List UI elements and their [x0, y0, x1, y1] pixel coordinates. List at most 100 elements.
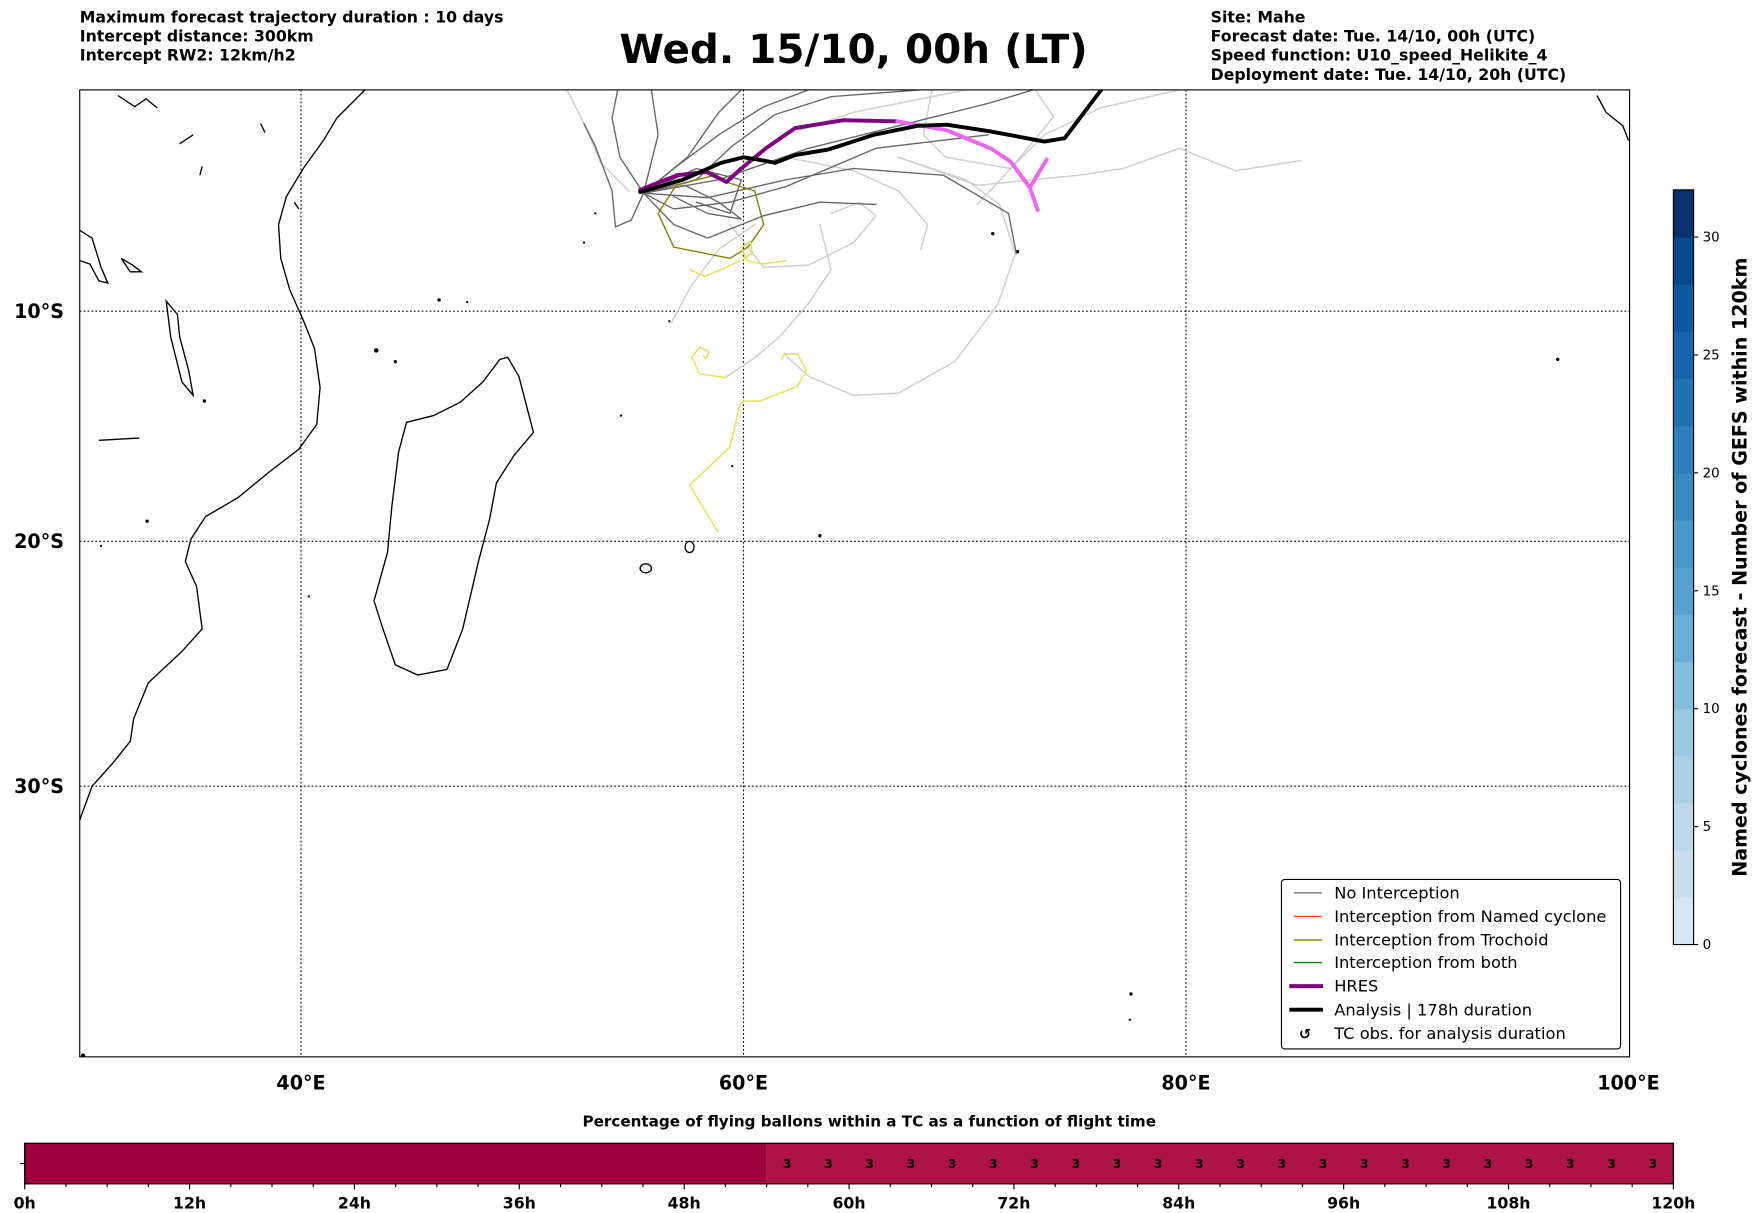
colorbar-tick-label: 5	[1703, 819, 1712, 835]
trajectories-light	[566, 89, 1302, 397]
svg-text:Interception from both: Interception from both	[1334, 953, 1517, 972]
flight-bar-cell	[1426, 1143, 1468, 1184]
flight-bar-cell-value: 3	[865, 1157, 874, 1171]
flight-bar-cell-value: 3	[1525, 1157, 1534, 1171]
colorbar-tick-label: 30	[1703, 230, 1720, 246]
legend-item-hres: HRES	[1289, 977, 1378, 996]
flight-bar-cell	[766, 1143, 809, 1184]
flight-bar-cell-value: 3	[948, 1157, 957, 1171]
flight-bar-empty-segment	[24, 1143, 767, 1184]
colorbar-band	[1673, 284, 1694, 332]
flight-bar-tick-label: 72h	[997, 1193, 1030, 1212]
flight-bar-tick-label: 120h	[1651, 1193, 1695, 1212]
map: 40°E 60°E 80°E 100°E 10°S 20°S 30°S No I…	[14, 89, 1660, 1094]
flight-bar-cell-value: 3	[824, 1157, 833, 1171]
flight-bar-tick-label: 96h	[1327, 1193, 1360, 1212]
flight-bar-cell-value: 3	[1154, 1157, 1163, 1171]
page-title: Wed. 15/10, 00h (LT)	[619, 25, 1087, 73]
trajectories-no-interception	[583, 89, 1034, 255]
map-frame	[79, 89, 1631, 1058]
flight-bar-cell	[1096, 1143, 1139, 1184]
flight-bar-cell	[890, 1143, 933, 1184]
flight-bar-cell-value: 3	[1607, 1157, 1616, 1171]
svg-text:Interception from Trochoid: Interception from Trochoid	[1334, 931, 1548, 950]
flight-bar-cell	[1219, 1143, 1262, 1184]
flight-bar-cell	[1343, 1143, 1386, 1184]
flight-bar-cell-value: 3	[783, 1157, 792, 1171]
trajectories-trochoid	[657, 173, 765, 260]
horn-coast	[79, 229, 109, 285]
analysis-track	[638, 89, 1104, 195]
flight-bar-cell-value: 3	[1442, 1157, 1451, 1171]
flight-bar-tick-label: 48h	[668, 1193, 701, 1212]
flight-bar-cell	[1055, 1143, 1097, 1184]
colorbar-band	[1673, 708, 1694, 757]
flight-bar-cell-value: 3	[1113, 1157, 1122, 1171]
colorbar-tick-label: 10	[1703, 701, 1720, 717]
flight-bar-tick-label: 84h	[1162, 1193, 1195, 1212]
flight-bar-cell-value: 3	[1648, 1157, 1657, 1171]
forecast-date-text: Forecast date: Tue. 14/10, 00h (UTC)	[1211, 27, 1536, 46]
colorbar-band	[1673, 755, 1694, 804]
flight-bar-cell	[972, 1143, 1015, 1184]
flight-bar-cell	[849, 1143, 891, 1184]
hres-track-branch	[1027, 157, 1049, 190]
site-text: Site: Mahe	[1211, 8, 1306, 27]
flight-bar-cell-value: 3	[1236, 1157, 1245, 1171]
colorbar-band	[1673, 803, 1694, 851]
deployment-date-text: Deployment date: Tue. 14/10, 20h (UTC)	[1211, 65, 1567, 84]
flight-bar-cell	[1178, 1143, 1221, 1184]
header-right: Site: Mahe Forecast date: Tue. 14/10, 00…	[1211, 8, 1567, 84]
header-left: Maximum forecast trajectory duration : 1…	[80, 8, 504, 65]
flight-bar-tick-label: 0h	[14, 1193, 36, 1212]
flight-bar-cell	[1549, 1143, 1592, 1184]
speed-function-text: Speed function: U10_speed_Helikite_4	[1211, 46, 1548, 65]
intercept-rw2-text: Intercept RW2: 12km/h2	[80, 46, 296, 65]
flight-bar-cell-value: 3	[1195, 1157, 1204, 1171]
hres-track-late	[895, 119, 1040, 213]
colorbar-band	[1673, 897, 1694, 946]
flight-bar-cell	[1013, 1143, 1056, 1184]
small-islands	[80, 212, 1560, 1057]
africa-coast	[79, 89, 366, 821]
mauritius-island	[639, 563, 653, 574]
hres-track	[638, 118, 900, 192]
flight-bar-cell	[1302, 1143, 1345, 1184]
colorbar-band	[1673, 614, 1694, 663]
flight-bar-cell-value: 3	[989, 1157, 998, 1171]
lat-label: 20°S	[14, 530, 64, 553]
legend: No Interception Interception from Named …	[1280, 878, 1622, 1050]
flight-bar-cell-value: 3	[907, 1157, 916, 1171]
lon-label: 80°E	[1161, 1071, 1210, 1094]
colorbar-band	[1673, 331, 1694, 380]
colorbar-tick-label: 15	[1703, 583, 1720, 599]
colorbar-band	[1673, 425, 1694, 474]
colorbar-band	[1673, 472, 1694, 521]
colorbar-band	[1673, 189, 1694, 238]
svg-text:HRES: HRES	[1334, 977, 1378, 996]
colorbar-band	[1673, 567, 1694, 615]
flight-time-bar: Percentage of flying ballons within a TC…	[14, 1112, 1696, 1212]
lon-label: 60°E	[719, 1071, 768, 1094]
lat-labels: 10°S 20°S 30°S	[14, 300, 64, 798]
flight-bar-cell-value: 3	[1360, 1157, 1369, 1171]
legend-item-tc-obs: ↺ TC obs. for analysis duration	[1299, 1024, 1566, 1043]
coastlines	[79, 89, 1630, 1057]
flight-bar-cell	[1384, 1143, 1427, 1184]
flight-bar-cell-value: 3	[1319, 1157, 1328, 1171]
flight-bar-cell-value: 3	[1566, 1157, 1575, 1171]
colorbar-band	[1673, 237, 1694, 285]
reunion-island	[684, 540, 695, 554]
svg-text:No Interception: No Interception	[1334, 884, 1460, 903]
flight-bar-cell	[1467, 1143, 1510, 1184]
flight-bar-tick-label: 24h	[338, 1193, 371, 1212]
flight-bar-cell	[931, 1143, 974, 1184]
flight-bar-cell	[1590, 1143, 1633, 1184]
flight-bar-cell	[1632, 1143, 1674, 1184]
legend-item-named-cyclone: Interception from Named cyclone	[1293, 907, 1606, 926]
svg-text:Analysis | 178h duration: Analysis | 178h duration	[1334, 1000, 1532, 1019]
colorbar-band	[1673, 378, 1694, 427]
flight-bar-tick-label: 108h	[1487, 1193, 1531, 1212]
colorbar-tick-label: 20	[1703, 465, 1720, 481]
